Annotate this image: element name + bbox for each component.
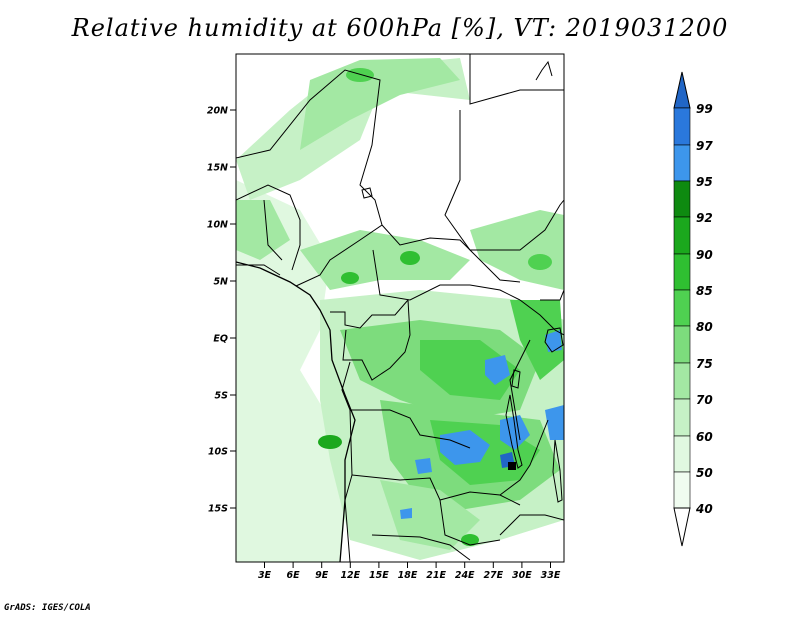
- colorbar-segment: [673, 253, 691, 291]
- colorbar-bottom-triangle: [673, 507, 691, 547]
- lon-tick-label: 12E: [340, 570, 360, 581]
- colorbar-segment: [673, 398, 691, 437]
- lon-tick-label: 18E: [398, 570, 418, 581]
- lat-tick-label: 10N: [207, 220, 228, 231]
- colorbar-label: 60: [696, 430, 713, 444]
- map-frame: [235, 53, 565, 563]
- grads-credit: GrADS: IGES/COLA: [4, 603, 91, 613]
- lat-tick-label: 20N: [207, 106, 228, 117]
- colorbar-segment: [673, 107, 691, 146]
- lat-tick-label: 15N: [207, 163, 228, 174]
- lon-tick-label: 30E: [512, 570, 532, 581]
- colorbar-label: 70: [696, 393, 713, 407]
- colorbar-label: 40: [695, 502, 713, 516]
- lake-malawi: [552, 439, 563, 503]
- colorbar-segment: [673, 471, 691, 509]
- lon-tick-label: 33E: [541, 570, 561, 581]
- lon-tick-label: 21E: [426, 570, 446, 581]
- lake-victoria: [544, 327, 564, 353]
- wet-spot-6: [528, 254, 552, 270]
- colorbar-label: 92: [696, 211, 713, 225]
- coastline: [236, 261, 356, 562]
- wet-spot-2: [400, 251, 420, 265]
- colorbar-label: 85: [696, 284, 713, 298]
- colorbar-label: 90: [696, 248, 713, 262]
- red-sea-coast: [535, 60, 553, 81]
- colorbar-segment: [673, 144, 691, 182]
- wet-spot-4: [346, 68, 374, 82]
- saturated-patch-1: [440, 430, 490, 465]
- lake-kivu: [511, 369, 521, 389]
- lat-tick-label: 5N: [213, 277, 228, 288]
- moist-region-south: [380, 480, 480, 550]
- saturated-patch-5: [545, 405, 564, 440]
- saturated-patch-8: [400, 508, 412, 519]
- saturated-patch-3: [485, 355, 510, 385]
- moist-region-lakes: [510, 300, 564, 380]
- wet-spot-3: [341, 272, 359, 284]
- moist-region-west: [236, 200, 290, 260]
- colorbar-segment: [673, 325, 691, 364]
- saturated-patch-4: [415, 458, 432, 474]
- colorbar-segment: [673, 435, 691, 473]
- lon-tick-label: 6E: [287, 570, 301, 581]
- colorbar-label: 99: [696, 102, 713, 116]
- lake-mweru: [508, 462, 516, 470]
- country-borders: [236, 54, 564, 562]
- lon-tick-label: 27E: [483, 570, 503, 581]
- lat-tick-label: 15S: [208, 504, 228, 515]
- saturated-patch-6: [545, 330, 562, 352]
- lat-tick-label: 10S: [208, 447, 228, 458]
- latitude-axis: 20N 15N 10N 5N EQ 5S 10S 15S: [207, 106, 236, 515]
- colorbar-label: 75: [696, 357, 713, 371]
- chart-title: Relative humidity at 600hPa [%], VT: 201…: [71, 14, 729, 42]
- colorbar: 99 97 95 92 90 85 80 75 70 60 50 40: [673, 71, 713, 547]
- humidity-field: [236, 54, 564, 562]
- lake-tanganyika: [505, 394, 523, 469]
- colorbar-segment: [673, 362, 691, 400]
- lon-tick-label: 15E: [369, 570, 389, 581]
- colorbar-label: 50: [696, 466, 713, 480]
- wet-spot-1: [318, 435, 342, 449]
- moist-region-north-strip: [300, 58, 460, 150]
- lat-tick-label: 5S: [215, 391, 229, 402]
- colorbar-top-triangle: [673, 71, 691, 109]
- lon-tick-label: 24E: [455, 570, 475, 581]
- longitude-axis: 3E 6E 9E 12E 15E 18E 21E 24E 27E 30E 33E: [258, 562, 561, 581]
- moist-region-north: [236, 58, 470, 200]
- colorbar-label: 80: [696, 320, 713, 334]
- colorbar-segment: [673, 180, 691, 218]
- lon-tick-label: 3E: [258, 570, 272, 581]
- lon-tick-label: 9E: [315, 570, 329, 581]
- colorbar-label: 97: [696, 139, 713, 153]
- lat-tick-label: EQ: [213, 334, 228, 345]
- colorbar-label: 95: [696, 175, 713, 189]
- colorbar-segment: [673, 216, 691, 255]
- lake-chad: [361, 187, 373, 199]
- colorbar-segment: [673, 289, 691, 327]
